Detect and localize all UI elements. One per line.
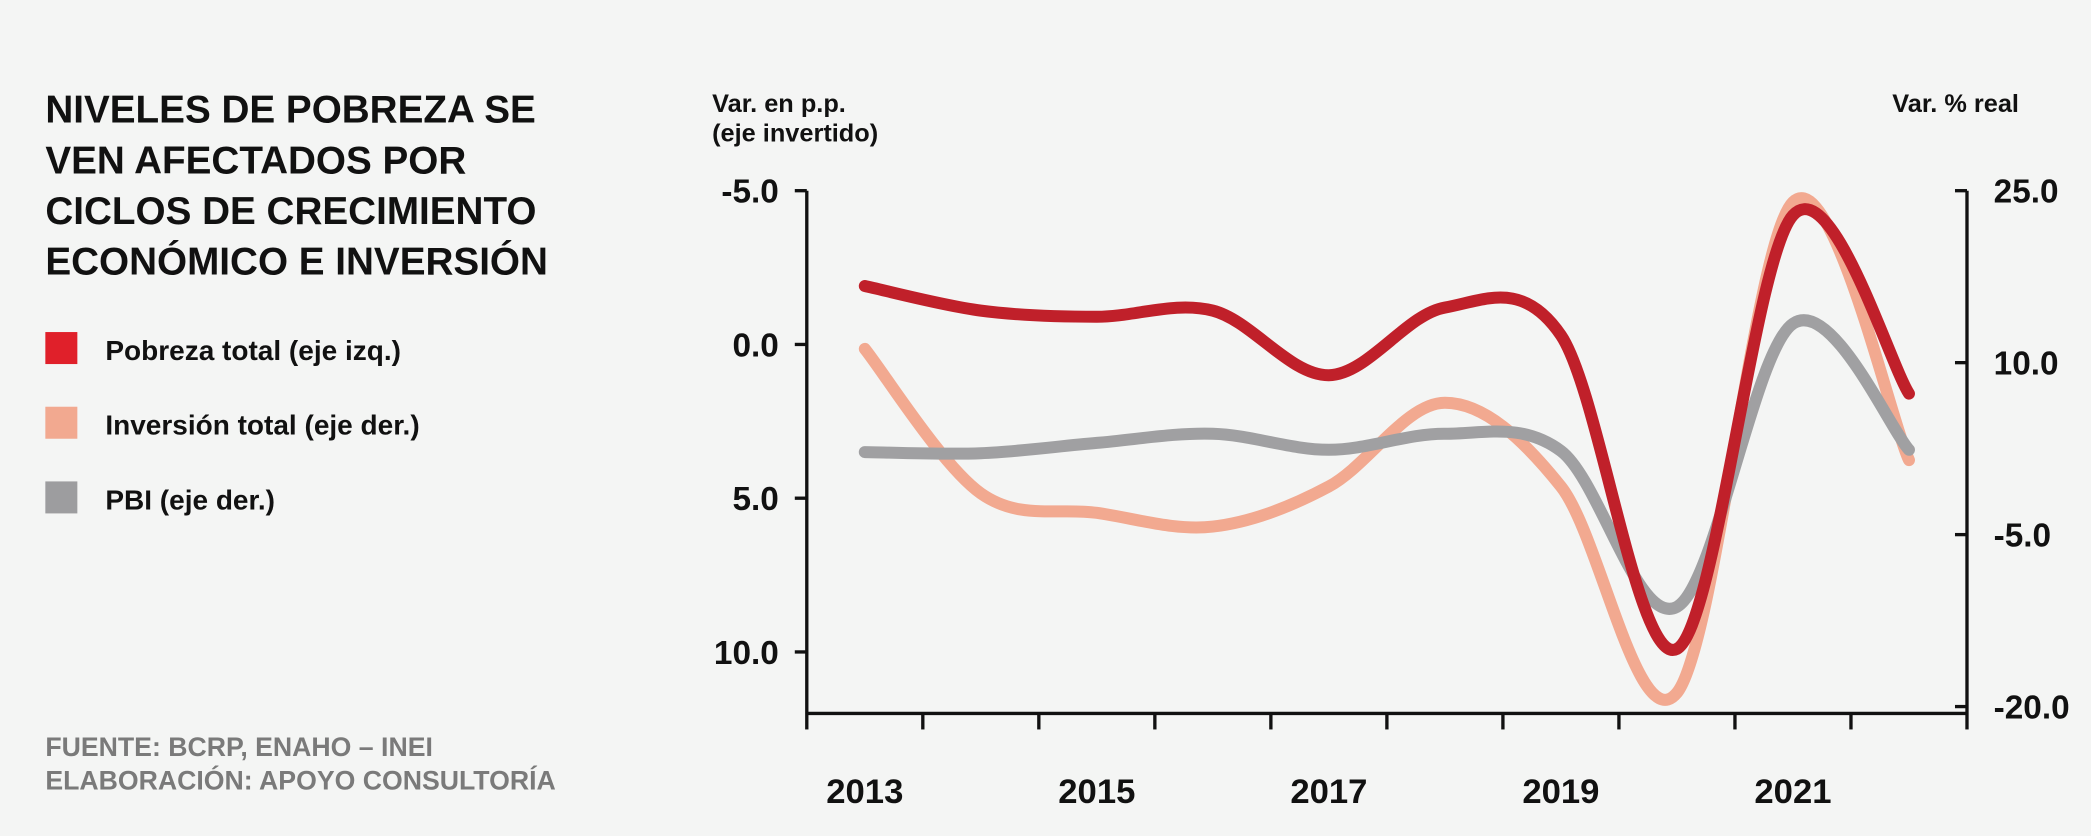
legend-label: PBI (eje der.) (105, 484, 275, 515)
legend-swatch (45, 406, 78, 439)
legend-label: Pobreza total (eje izq.) (105, 335, 401, 366)
x-tick-label: 2017 (1290, 773, 1367, 811)
source: FUENTE: BCRP, ENAHO – INEI (45, 732, 433, 762)
y2-tick-label: 25.0 (1994, 174, 2059, 211)
y2-axis-label: Var. % real (1892, 90, 2019, 118)
x-tick-label: 2013 (826, 773, 903, 811)
y-axis-label: Var. en p.p. (712, 90, 846, 118)
y-tick-label: 5.0 (732, 481, 778, 518)
chart-title: CICLOS DE CRECIMIENTO (45, 190, 536, 233)
source: ELABORACIÓN: APOYO CONSULTORÍA (45, 765, 555, 795)
series-line (858, 203, 1915, 656)
legend-swatch (45, 481, 78, 514)
chart-title: VEN AFECTADOS POR (45, 139, 466, 182)
series-line (858, 314, 1915, 615)
legend-swatch (45, 332, 78, 365)
chart-title: ECONÓMICO E INVERSIÓN (45, 240, 548, 284)
y-tick-label: 10.0 (714, 635, 779, 672)
y-tick-label: -5.0 (721, 174, 778, 211)
x-tick-label: 2015 (1058, 773, 1135, 811)
y2-tick-label: -5.0 (1994, 518, 2051, 555)
y2-tick-label: 10.0 (1994, 346, 2059, 383)
y-tick-label: 0.0 (732, 327, 778, 364)
y-axis-label: (eje invertido) (712, 119, 878, 147)
x-tick-label: 2021 (1754, 773, 1831, 811)
legend-label: Inversión total (eje der.) (105, 410, 419, 441)
x-tick-label: 2019 (1522, 773, 1599, 811)
chart-title: NIVELES DE POBREZA SE (45, 89, 535, 132)
y2-tick-label: -20.0 (1994, 690, 2070, 727)
